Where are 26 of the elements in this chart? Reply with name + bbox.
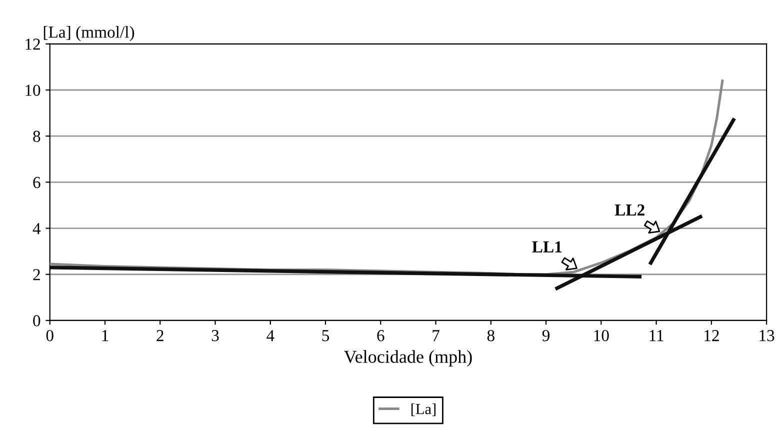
y-axis-title: [La] (mmol/l) [44,26,134,42]
y-tick-label: 4 [32,223,41,234]
y-tick-label: 12 [26,38,40,50]
legend-label: [La] [411,403,436,416]
x-axis-title: Velocidade (mph) [344,350,472,367]
y-tick-label: 2 [33,269,40,280]
x-tick-label: 3 [212,330,219,342]
y-tick-label: 0 [33,315,40,326]
x-tick-label: 8 [487,330,494,342]
y-tick-label: 6 [33,176,40,188]
x-tick-label: 4 [266,330,274,342]
x-tick-label: 1 [102,330,108,342]
x-tick-label: 2 [156,330,164,342]
y-tick-label: 10 [26,84,40,96]
x-tick-label: 13 [760,330,774,342]
x-tick-label: 10 [594,330,609,342]
x-tick-label: 11 [650,330,664,342]
x-tick-label: 7 [432,330,440,342]
x-tick-label: 12 [704,330,719,342]
y-tick-label: 8 [33,130,40,142]
x-tick-label: 6 [377,330,384,342]
annotation: LL1 [532,241,562,252]
annotation: LL2 [614,204,644,216]
x-tick-label: 9 [542,330,550,342]
x-tick-label: 0 [46,330,54,342]
x-tick-label: 5 [322,330,330,342]
